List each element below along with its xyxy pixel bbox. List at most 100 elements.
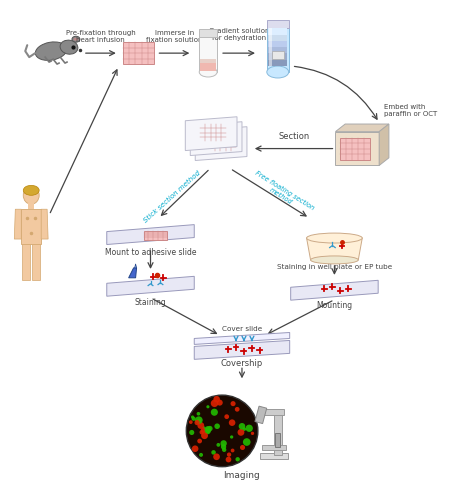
Polygon shape	[107, 225, 194, 245]
Ellipse shape	[267, 66, 289, 78]
Bar	[272, 51, 284, 59]
Circle shape	[246, 425, 253, 432]
Circle shape	[224, 414, 229, 419]
Circle shape	[191, 417, 196, 421]
Circle shape	[199, 453, 203, 457]
Text: Gradient solution
for dehydration: Gradient solution for dehydration	[209, 28, 269, 41]
Circle shape	[205, 426, 211, 432]
Bar	[255, 406, 267, 424]
Circle shape	[200, 430, 204, 434]
Circle shape	[213, 454, 220, 460]
Text: Section: Section	[278, 132, 310, 141]
Polygon shape	[307, 238, 362, 260]
Text: Immerse in
fixation solution: Immerse in fixation solution	[146, 30, 202, 43]
Circle shape	[201, 428, 206, 433]
Circle shape	[242, 428, 246, 431]
Ellipse shape	[72, 36, 80, 42]
Circle shape	[201, 432, 208, 439]
Ellipse shape	[60, 40, 78, 54]
Polygon shape	[379, 124, 389, 165]
Circle shape	[226, 457, 231, 462]
Ellipse shape	[73, 38, 78, 41]
Circle shape	[229, 419, 236, 426]
Circle shape	[243, 438, 251, 446]
Circle shape	[197, 419, 201, 423]
Circle shape	[192, 445, 199, 452]
Bar	[200, 124, 226, 141]
Circle shape	[211, 450, 216, 455]
Bar	[123, 42, 155, 64]
Bar	[267, 20, 289, 28]
Ellipse shape	[23, 186, 39, 204]
Bar	[274, 411, 282, 455]
Text: Covership: Covership	[221, 359, 263, 369]
Bar	[210, 134, 236, 151]
Bar	[28, 203, 34, 209]
Circle shape	[235, 407, 239, 412]
Polygon shape	[291, 280, 378, 300]
Bar	[269, 28, 272, 66]
Bar	[268, 60, 287, 66]
Polygon shape	[336, 124, 389, 132]
Circle shape	[197, 412, 200, 416]
Circle shape	[239, 423, 245, 430]
Circle shape	[221, 444, 226, 450]
Circle shape	[217, 443, 220, 447]
Text: Free floating section
method: Free floating section method	[250, 170, 315, 217]
Ellipse shape	[307, 233, 362, 243]
Circle shape	[204, 428, 211, 434]
Circle shape	[206, 405, 210, 408]
Polygon shape	[14, 209, 21, 239]
Text: Embed with
paraffin or OCT: Embed with paraffin or OCT	[384, 104, 438, 117]
Circle shape	[240, 445, 245, 450]
Polygon shape	[41, 209, 48, 239]
Circle shape	[197, 439, 202, 443]
Polygon shape	[107, 277, 194, 296]
Bar	[264, 409, 284, 415]
Polygon shape	[336, 132, 379, 165]
Circle shape	[211, 409, 218, 416]
Circle shape	[227, 453, 231, 457]
Text: Pre-fixation through
heart infusion: Pre-fixation through heart infusion	[66, 30, 136, 43]
Circle shape	[213, 396, 220, 402]
Bar	[340, 138, 370, 159]
Text: Staining in well plate or EP tube: Staining in well plate or EP tube	[277, 264, 392, 270]
Bar	[267, 26, 289, 72]
Polygon shape	[128, 268, 137, 278]
Ellipse shape	[23, 185, 39, 195]
Polygon shape	[194, 333, 290, 344]
Polygon shape	[185, 117, 237, 151]
Bar	[200, 59, 216, 63]
Text: Staining: Staining	[135, 298, 166, 307]
Circle shape	[197, 422, 204, 429]
Circle shape	[214, 424, 220, 429]
Polygon shape	[135, 264, 137, 268]
Circle shape	[222, 448, 227, 452]
Circle shape	[231, 449, 235, 453]
Bar	[268, 34, 287, 41]
Bar	[32, 244, 40, 280]
Bar	[199, 30, 217, 37]
Circle shape	[220, 440, 227, 447]
Circle shape	[191, 415, 194, 419]
Bar	[262, 445, 286, 450]
Circle shape	[211, 400, 218, 407]
Polygon shape	[195, 127, 247, 160]
Circle shape	[189, 430, 194, 435]
Ellipse shape	[310, 256, 358, 264]
Circle shape	[195, 416, 203, 424]
Circle shape	[205, 429, 210, 433]
Text: Mount to adhesive slide: Mount to adhesive slide	[105, 248, 196, 257]
Text: Stick section method: Stick section method	[143, 169, 202, 223]
Text: Mounting: Mounting	[316, 301, 353, 309]
Circle shape	[251, 431, 254, 435]
Ellipse shape	[36, 42, 67, 61]
Bar	[205, 129, 231, 146]
Bar	[21, 209, 41, 244]
Circle shape	[202, 426, 205, 430]
Bar	[275, 433, 280, 447]
Bar	[200, 63, 216, 71]
Bar	[268, 41, 287, 47]
Circle shape	[189, 420, 192, 424]
Bar	[268, 47, 287, 54]
